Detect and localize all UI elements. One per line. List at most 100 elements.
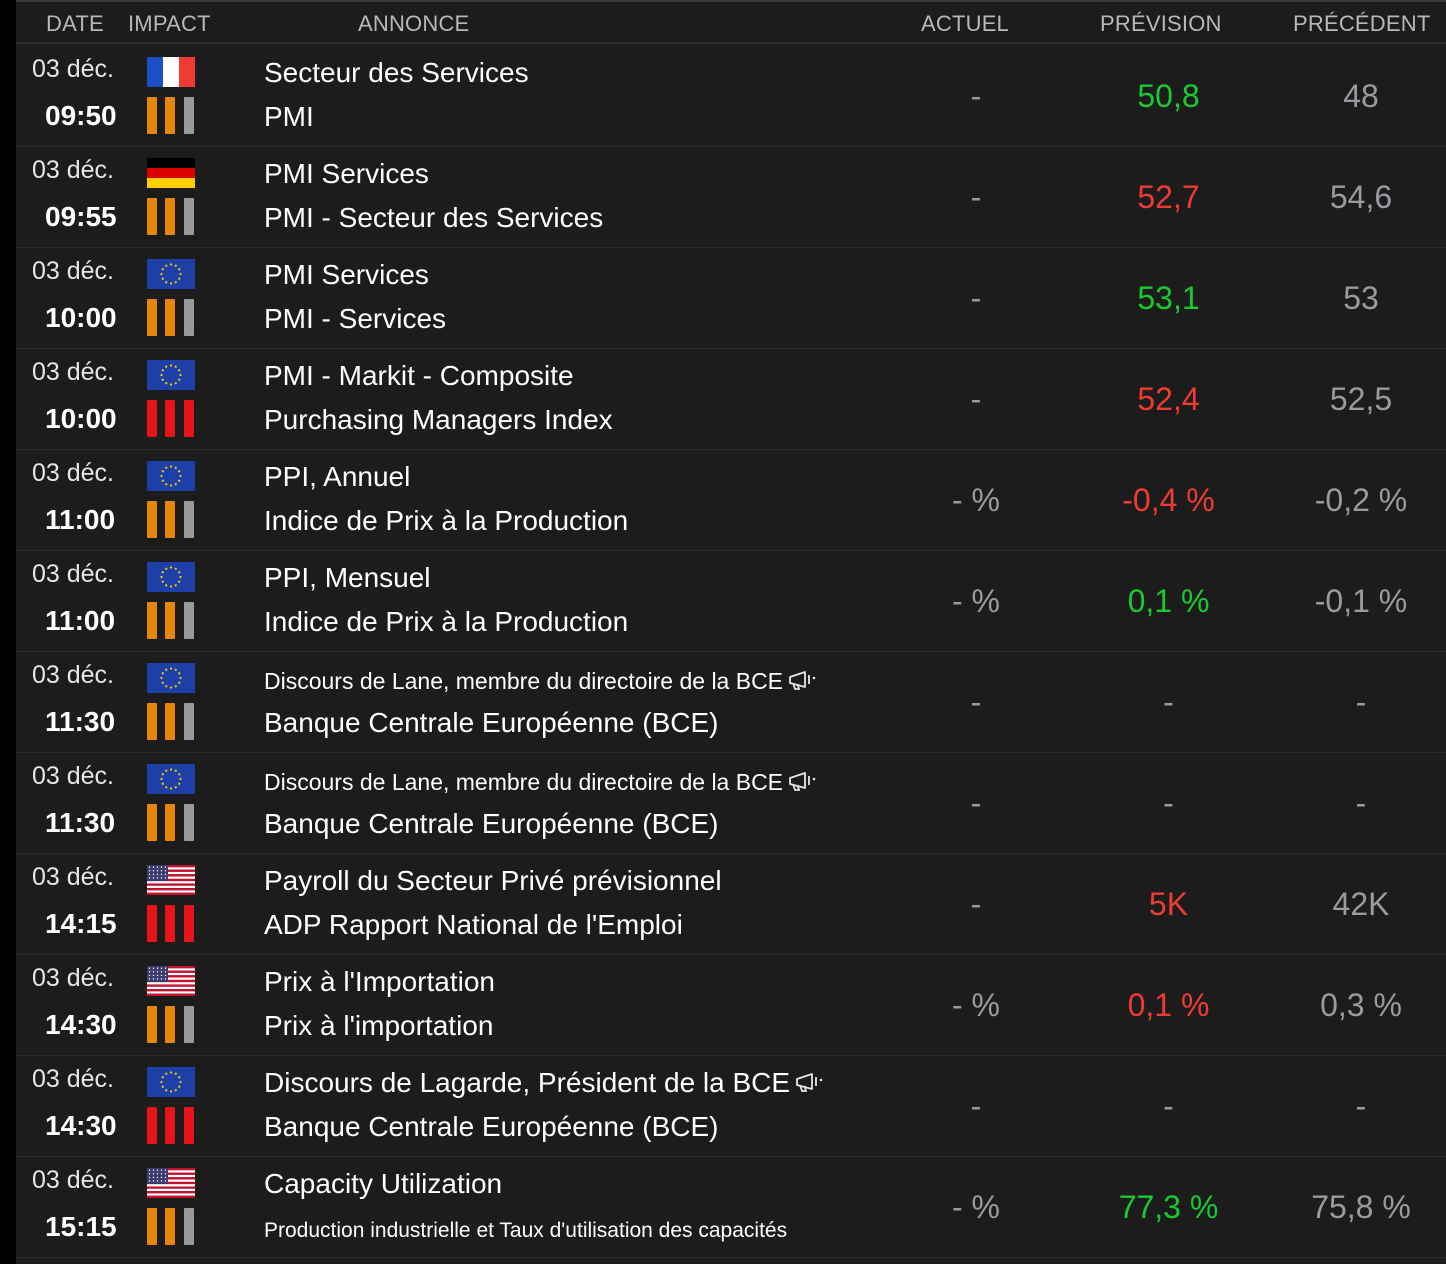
event-time: 11:00 (45, 504, 116, 535)
event-date: 03 déc. (32, 55, 115, 83)
event-subtitle: Banque Centrale Européenne (BCE) (264, 1111, 719, 1142)
event-row[interactable]: 03 déc. 10:00 PMI Services PMI - Service… (16, 248, 1446, 349)
value-actuel: - (970, 886, 982, 922)
column-header-date[interactable]: DATE (46, 11, 104, 36)
impact-bar (147, 97, 157, 134)
event-row[interactable]: 03 déc. 09:55 PMI Services PMI - Secteur… (16, 147, 1446, 248)
event-row[interactable]: 03 déc. 14:30 Prix à l'Importation Prix … (16, 955, 1446, 1056)
impact-indicator (147, 703, 197, 740)
impact-indicator (147, 1208, 197, 1245)
value-precedent: -0,1 % (1314, 583, 1408, 619)
impact-bar (165, 400, 175, 437)
event-time: 11:00 (45, 605, 116, 636)
column-header-impact[interactable]: IMPACT (128, 11, 211, 36)
impact-bar (184, 501, 194, 538)
value-actuel: - (970, 280, 982, 316)
event-row[interactable]: 03 déc. 11:30 Discours de Lane, membre d… (16, 753, 1446, 854)
event-subtitle: Indice de Prix à la Production (264, 606, 629, 637)
impact-indicator (147, 602, 197, 639)
value-prevision: 52,7 (1137, 179, 1200, 215)
event-row[interactable]: 03 déc. 10:00 PMI - Markit - Composite P… (16, 349, 1446, 450)
event-subtitle: Banque Centrale Européenne (BCE) (264, 808, 719, 839)
event-date: 03 déc. (32, 661, 115, 689)
usa-flag-icon (147, 966, 195, 996)
event-title: PPI, Mensuel (264, 562, 431, 594)
event-row[interactable]: 03 déc. 11:00 PPI, Annuel Indice de Prix… (16, 450, 1446, 551)
impact-bar (165, 198, 175, 235)
value-actuel: - (970, 179, 982, 215)
impact-bar (184, 905, 194, 942)
impact-bar (184, 198, 194, 235)
event-title-text: PMI Services (264, 158, 429, 189)
column-header-actuel[interactable]: ACTUEL (921, 11, 1009, 36)
impact-indicator (147, 97, 197, 134)
event-title: PMI Services (264, 158, 429, 190)
impact-bar (184, 1208, 194, 1245)
event-time: 09:55 (45, 201, 117, 232)
value-prevision: 5K (1148, 886, 1189, 922)
impact-bar (147, 1208, 157, 1245)
column-header-prevision[interactable]: PRÉVISION (1100, 11, 1222, 36)
event-date: 03 déc. (32, 156, 115, 184)
event-title: PMI Services (264, 259, 429, 291)
impact-indicator (147, 501, 197, 538)
economic-calendar: DATE IMPACT ANNONCE ACTUEL PRÉVISION PRÉ… (16, 0, 1446, 1264)
event-subtitle: Purchasing Managers Index (264, 404, 613, 435)
column-header-precedent[interactable]: PRÉCÉDENT (1293, 11, 1431, 36)
column-header-annonce[interactable]: ANNONCE (358, 11, 470, 36)
impact-bar (165, 1107, 175, 1144)
value-precedent: - (1355, 1088, 1367, 1124)
impact-bar (184, 299, 194, 336)
event-title: PMI - Markit - Composite (264, 360, 574, 392)
impact-bar (184, 602, 194, 639)
value-prevision: 52,4 (1137, 381, 1200, 417)
event-date: 03 déc. (32, 358, 115, 386)
impact-bar (165, 299, 175, 336)
event-time: 11:30 (45, 807, 116, 838)
impact-indicator (147, 1107, 197, 1144)
event-row[interactable]: 03 déc. 14:15 Payroll du Secteur Privé p… (16, 854, 1446, 955)
value-prevision: -0,4 % (1122, 482, 1215, 518)
value-actuel: - % (952, 1189, 1000, 1225)
event-row[interactable]: 03 déc. 11:00 PPI, Mensuel Indice de Pri… (16, 551, 1446, 652)
event-title: Prix à l'Importation (264, 966, 495, 998)
value-prevision: 50,8 (1137, 78, 1200, 114)
event-date: 03 déc. (32, 459, 115, 487)
event-row[interactable]: 03 déc. 15:15 Capacity Utilization Produ… (16, 1157, 1446, 1258)
event-date: 03 déc. (32, 1166, 115, 1194)
event-row[interactable]: 03 déc. 11:30 Discours de Lane, membre d… (16, 652, 1446, 753)
impact-bar (165, 703, 175, 740)
event-title-text: Payroll du Secteur Privé prévisionnel (264, 865, 722, 896)
value-prevision: 0,1 % (1127, 987, 1210, 1023)
event-subtitle: Prix à l'importation (264, 1010, 494, 1041)
value-actuel: - % (952, 583, 1000, 619)
impact-bar (184, 1107, 194, 1144)
impact-bar (147, 703, 157, 740)
value-actuel: - % (952, 987, 1000, 1023)
value-actuel: - (970, 785, 982, 821)
event-subtitle: PMI (264, 101, 314, 132)
event-time: 10:00 (45, 403, 117, 434)
event-subtitle: PMI - Secteur des Services (264, 202, 604, 233)
value-prevision: 77,3 % (1118, 1189, 1219, 1225)
impact-bar (147, 804, 157, 841)
event-title-text: PPI, Annuel (264, 461, 411, 492)
event-subtitle: Banque Centrale Européenne (BCE) (264, 707, 719, 738)
event-subtitle: PMI - Services (264, 303, 447, 334)
event-row[interactable]: 03 déc. 09:50 Secteur des Services PMI -… (16, 46, 1446, 147)
value-prevision: 53,1 (1137, 280, 1200, 316)
event-subtitle: Production industrielle et Taux d'utilis… (264, 1219, 788, 1242)
megaphone-icon (787, 769, 821, 799)
table-header: DATE IMPACT ANNONCE ACTUEL PRÉVISION PRÉ… (16, 0, 1446, 44)
event-row[interactable]: 03 déc. 14:30 Discours de Lagarde, Prési… (16, 1056, 1446, 1157)
eu-flag-icon (147, 461, 195, 491)
impact-indicator (147, 905, 197, 942)
eu-flag-icon (147, 562, 195, 592)
value-actuel: - (970, 684, 982, 720)
impact-bar (165, 905, 175, 942)
event-subtitle: ADP Rapport National de l'Emploi (264, 909, 683, 940)
megaphone-icon (794, 1069, 828, 1101)
event-date: 03 déc. (32, 964, 115, 992)
value-precedent: 42K (1332, 886, 1390, 922)
value-precedent: - (1355, 684, 1367, 720)
